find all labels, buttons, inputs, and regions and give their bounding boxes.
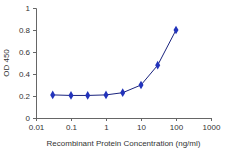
- y-tick-label: 1: [26, 4, 31, 13]
- y-tick-label: 0.8: [19, 26, 31, 35]
- y-axis-title: OD 450: [2, 49, 11, 77]
- y-tick: 0.6: [19, 48, 36, 57]
- x-tick-mark: [176, 118, 177, 121]
- x-tick-label: 100: [170, 123, 184, 132]
- x-tick-label: 1: [104, 123, 109, 132]
- x-tick: 0.1: [66, 118, 78, 132]
- x-tick: 1000: [203, 118, 221, 132]
- plot: 0.01 0.1 1 10 100 1000 0 0.2 0.4 0.6 0.8 1: [19, 4, 221, 132]
- y-axis: 0 0.2 0.4 0.6 0.8 1: [19, 4, 37, 123]
- y-tick-label: 0.6: [19, 48, 31, 57]
- y-tick-label: 0.2: [19, 92, 31, 101]
- x-tick-mark: [211, 118, 212, 121]
- data-point: [138, 81, 143, 90]
- x-tick-mark: [106, 118, 107, 121]
- x-tick: 1: [104, 118, 109, 132]
- y-tick-label: 0: [26, 114, 31, 123]
- y-tick: 0.2: [19, 92, 36, 101]
- x-axis-line: [37, 119, 212, 122]
- data-line: [53, 30, 176, 95]
- x-axis: 0.01 0.1 1 10 100 1000: [29, 118, 221, 132]
- data-point: [120, 88, 125, 97]
- x-axis-title: Recombinant Protein Concentration (ng/ml…: [47, 139, 201, 148]
- data-point: [103, 91, 108, 100]
- x-tick: 10: [137, 118, 146, 132]
- data-point: [173, 26, 178, 35]
- y-tick-mark: [33, 74, 36, 75]
- y-axis-line: [33, 9, 37, 119]
- y-tick-mark: [33, 8, 36, 9]
- x-tick-label: 1000: [203, 123, 221, 132]
- y-tick: 0: [26, 114, 36, 123]
- data-point: [155, 61, 160, 70]
- data-point: [50, 91, 55, 100]
- x-tick-mark: [71, 118, 72, 121]
- y-tick-mark: [33, 30, 36, 31]
- x-tick: 0.01: [29, 118, 45, 132]
- x-tick-label: 0.01: [29, 123, 45, 132]
- series: [50, 26, 178, 100]
- data-point: [68, 91, 73, 100]
- y-tick-label: 0.4: [19, 70, 31, 79]
- x-tick-label: 10: [137, 123, 146, 132]
- x-tick-mark: [141, 118, 142, 121]
- x-tick: 100: [170, 118, 184, 132]
- y-tick: 0.4: [19, 70, 36, 79]
- y-tick-mark: [33, 118, 36, 119]
- y-tick-mark: [33, 52, 36, 53]
- data-point: [85, 91, 90, 100]
- x-tick-label: 0.1: [66, 123, 78, 132]
- y-tick: 0.8: [19, 26, 36, 35]
- y-tick: 1: [26, 4, 36, 13]
- chart: 0.01 0.1 1 10 100 1000 0 0.2 0.4 0.6 0.8 1 Recombina…: [0, 0, 225, 150]
- y-tick-mark: [33, 96, 36, 97]
